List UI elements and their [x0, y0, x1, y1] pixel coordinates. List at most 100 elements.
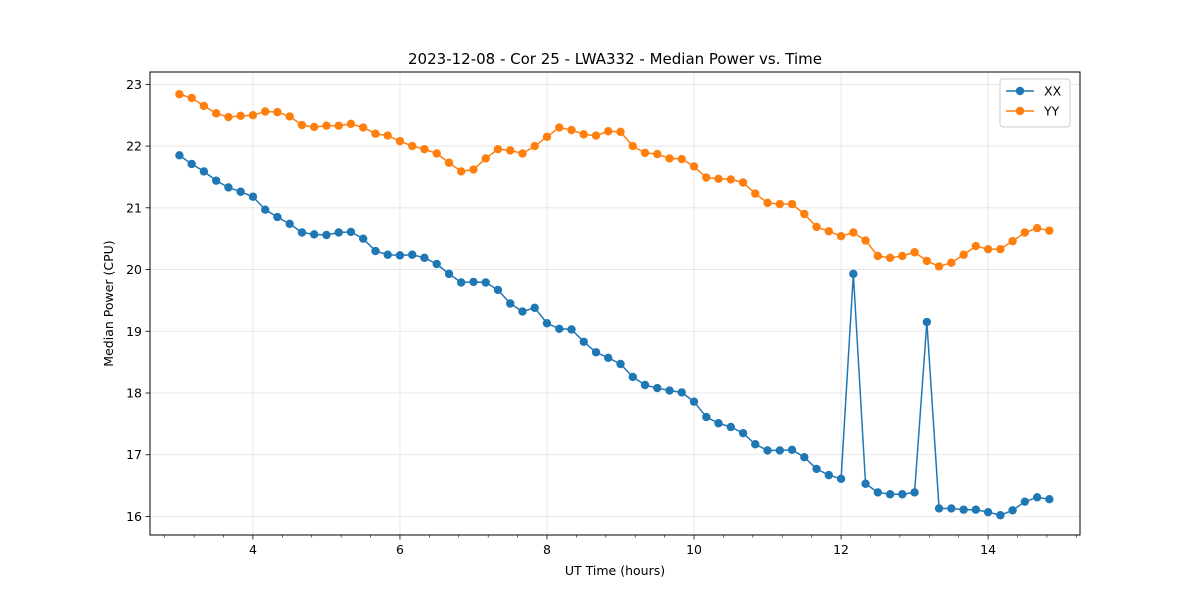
series-layer — [175, 90, 1054, 520]
series-yy — [175, 90, 1054, 271]
data-point-xx — [640, 380, 650, 390]
data-point-yy — [751, 189, 760, 198]
data-point-yy — [983, 244, 993, 254]
data-point-xx — [297, 228, 307, 237]
data-point-yy — [689, 162, 699, 171]
data-point-yy — [604, 127, 613, 136]
data-point-xx — [248, 192, 258, 201]
data-point-yy — [371, 129, 380, 138]
axis-ticks: 4 6 8 10 12 14 16 17 18 19 20 21 22 23 — [126, 77, 1077, 557]
data-point-yy — [236, 111, 245, 121]
data-point-xx — [518, 307, 527, 316]
series-xx — [175, 151, 1054, 520]
data-point-yy — [738, 178, 748, 187]
data-point-xx — [273, 212, 282, 222]
data-point-xx — [628, 372, 637, 382]
data-point-yy — [910, 248, 919, 257]
data-point-yy — [334, 121, 343, 130]
data-point-xx — [800, 453, 809, 462]
data-point-xx — [873, 488, 883, 497]
legend-label-yy: YY — [1043, 104, 1060, 119]
y-tick-label: 18 — [126, 386, 142, 401]
y-tick-label: 17 — [126, 447, 142, 462]
data-point-xx — [309, 230, 319, 239]
data-point-yy — [506, 146, 515, 155]
data-point-yy — [530, 141, 539, 151]
data-point-xx — [420, 253, 429, 263]
data-point-yy — [432, 149, 441, 158]
data-point-xx — [567, 325, 576, 334]
y-tick-label: 20 — [126, 262, 142, 277]
data-point-yy — [1020, 228, 1030, 237]
data-point-xx — [469, 277, 478, 287]
data-point-xx — [199, 167, 209, 176]
data-point-yy — [934, 262, 944, 271]
data-point-yy — [408, 141, 417, 151]
data-point-yy — [493, 144, 503, 154]
data-point-yy — [285, 112, 294, 121]
data-point-xx — [175, 151, 184, 160]
data-point-xx — [653, 383, 662, 393]
data-point-yy — [1008, 236, 1017, 246]
data-point-xx — [898, 490, 907, 499]
data-point-yy — [469, 165, 478, 174]
data-point-yy — [555, 123, 564, 132]
data-point-xx — [322, 230, 331, 240]
data-point-xx — [763, 446, 772, 455]
data-point-xx — [959, 505, 968, 514]
data-point-yy — [457, 167, 466, 176]
data-point-yy — [836, 232, 846, 241]
data-point-xx — [812, 464, 821, 474]
data-point-xx — [236, 187, 245, 196]
data-point-yy — [579, 130, 588, 139]
data-point-xx — [1008, 506, 1017, 515]
y-axis-title: Median Power (CPU) — [101, 240, 116, 366]
data-point-xx — [187, 159, 196, 169]
data-point-xx — [996, 511, 1005, 520]
data-point-yy — [775, 199, 785, 209]
chart-title: 2023-12-08 - Cor 25 - LWA332 - Median Po… — [408, 50, 822, 68]
data-point-xx — [861, 479, 870, 488]
data-point-xx — [506, 299, 515, 308]
data-point-yy — [248, 111, 258, 120]
data-point-yy — [542, 132, 552, 142]
x-tick-label: 8 — [543, 542, 551, 557]
data-point-xx — [444, 269, 454, 279]
data-point-yy — [383, 131, 392, 140]
data-point-xx — [555, 324, 564, 334]
data-point-xx — [359, 234, 368, 243]
data-point-yy — [763, 198, 772, 208]
data-point-yy — [297, 120, 307, 130]
y-tick-label: 21 — [126, 200, 142, 215]
data-point-xx — [371, 246, 380, 256]
data-point-yy — [346, 119, 356, 129]
data-point-yy — [800, 209, 809, 219]
data-point-xx — [836, 474, 846, 484]
data-point-yy — [211, 109, 221, 118]
data-point-yy — [616, 127, 625, 137]
data-point-yy — [861, 236, 870, 245]
data-point-yy — [702, 173, 711, 182]
data-point-xx — [579, 337, 588, 346]
data-point-xx — [604, 353, 613, 363]
data-point-yy — [628, 141, 637, 151]
legend-marker-yy — [1015, 106, 1025, 116]
data-point-yy — [824, 227, 833, 236]
data-point-xx — [224, 183, 233, 192]
data-point-yy — [812, 222, 821, 232]
data-point-xx — [971, 505, 981, 514]
data-point-xx — [885, 490, 895, 499]
data-point-yy — [309, 122, 319, 132]
data-point-yy — [653, 149, 662, 159]
data-point-yy — [199, 101, 209, 111]
data-point-yy — [922, 256, 932, 266]
x-tick-label: 12 — [833, 542, 849, 557]
data-point-xx — [983, 507, 993, 517]
data-point-yy — [665, 154, 674, 163]
data-point-yy — [640, 148, 650, 158]
data-point-yy — [273, 107, 282, 117]
data-point-xx — [530, 303, 539, 313]
data-point-xx — [408, 250, 417, 259]
legend-marker-xx — [1015, 86, 1025, 96]
